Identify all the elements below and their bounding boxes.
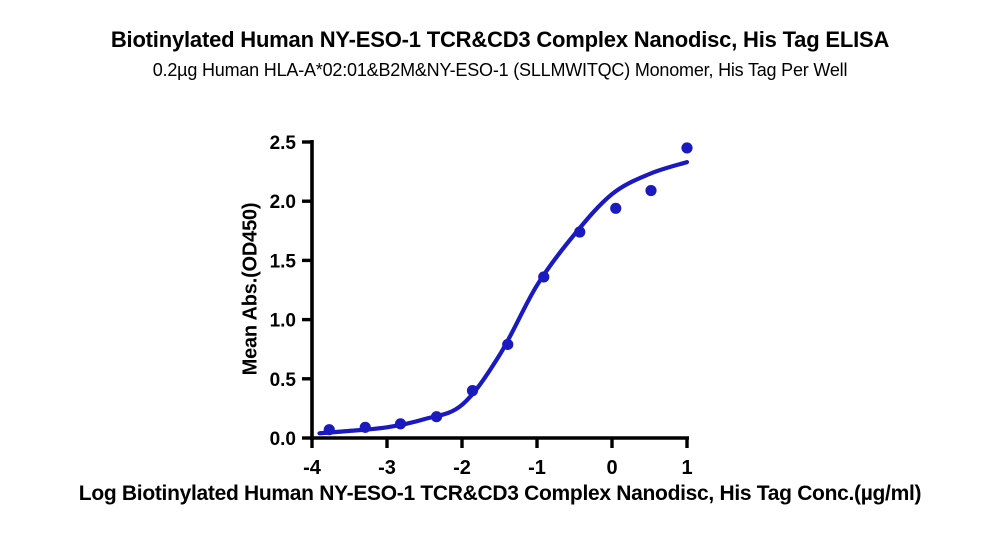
y-tick-label: 2.0 xyxy=(270,192,296,213)
x-tick-label: -1 xyxy=(528,457,546,479)
data-point xyxy=(323,424,335,436)
data-point xyxy=(502,338,514,351)
y-tick-label: 0.0 xyxy=(270,429,296,450)
data-point xyxy=(681,142,693,154)
y-axis-label: Mean Abs.(OD450) xyxy=(239,202,262,376)
data-point xyxy=(359,421,371,433)
x-axis-label: Log Biotinylated Human NY-ESO-1 TCR&CD3 … xyxy=(78,482,922,505)
x-tick-label: 0 xyxy=(606,457,617,479)
y-tick-label: 0.5 xyxy=(270,370,297,391)
data-point xyxy=(645,184,657,197)
chart-title: Biotinylated Human NY-ESO-1 TCR&CD3 Comp… xyxy=(110,27,890,52)
x-tick-label: -2 xyxy=(453,457,471,479)
chart-subtitle: 0.2µg Human HLA-A*02:01&B2M&NY-ESO-1 (SL… xyxy=(152,60,848,80)
x-tick-label: -3 xyxy=(378,457,396,479)
data-point xyxy=(574,226,586,238)
fit-curve xyxy=(317,160,690,436)
data-point xyxy=(466,385,479,397)
data-point xyxy=(394,418,407,430)
x-tick-label: 1 xyxy=(681,457,692,479)
y-tick-label: 2.5 xyxy=(270,133,297,154)
data-point xyxy=(610,202,622,214)
y-tick-label: 1.5 xyxy=(270,251,297,272)
x-tick-label: -4 xyxy=(303,457,322,479)
y-tick-label: 1.0 xyxy=(270,311,296,332)
data-point xyxy=(430,411,443,423)
data-point xyxy=(538,271,550,283)
